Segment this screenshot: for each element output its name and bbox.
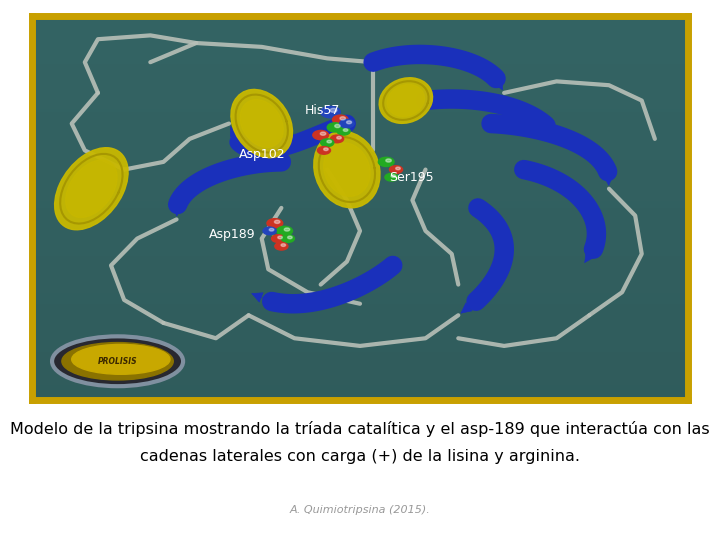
Ellipse shape	[387, 85, 425, 117]
Circle shape	[275, 242, 288, 250]
Ellipse shape	[314, 131, 380, 208]
Circle shape	[278, 236, 282, 239]
Circle shape	[312, 131, 328, 140]
Circle shape	[333, 115, 348, 124]
Circle shape	[330, 135, 343, 143]
Text: Asp102: Asp102	[239, 148, 285, 161]
Ellipse shape	[240, 100, 283, 147]
Circle shape	[346, 121, 351, 124]
Ellipse shape	[66, 160, 117, 218]
Circle shape	[378, 157, 394, 166]
Text: Modelo de la tripsina mostrando la tríada catalítica y el asp-189 que interactúa: Modelo de la tripsina mostrando la tríad…	[10, 421, 710, 437]
Circle shape	[318, 146, 330, 154]
Circle shape	[391, 175, 396, 178]
Circle shape	[320, 106, 341, 118]
Circle shape	[281, 244, 286, 246]
Text: A. Quimiotripsina (2015).: A. Quimiotripsina (2015).	[289, 505, 431, 515]
Circle shape	[282, 235, 294, 242]
Circle shape	[396, 167, 400, 170]
Circle shape	[335, 124, 341, 127]
Circle shape	[320, 139, 334, 146]
Circle shape	[327, 123, 343, 132]
Circle shape	[340, 117, 346, 120]
Circle shape	[276, 226, 292, 235]
Circle shape	[320, 132, 325, 136]
Circle shape	[287, 236, 292, 239]
Circle shape	[327, 140, 331, 143]
Ellipse shape	[52, 336, 183, 386]
Circle shape	[337, 137, 341, 139]
Circle shape	[269, 228, 274, 231]
Text: PROLISIS: PROLISIS	[98, 357, 138, 366]
Circle shape	[284, 228, 289, 231]
Circle shape	[330, 109, 337, 112]
Circle shape	[385, 173, 398, 181]
Circle shape	[271, 235, 284, 242]
Text: Asp189: Asp189	[210, 228, 256, 241]
Ellipse shape	[55, 148, 128, 230]
Text: cadenas laterales con carga (+) de la lisina y arginina.: cadenas laterales con carga (+) de la li…	[140, 449, 580, 464]
Circle shape	[323, 148, 328, 151]
Circle shape	[340, 119, 354, 128]
Circle shape	[274, 220, 280, 224]
Circle shape	[343, 129, 348, 131]
Circle shape	[337, 127, 350, 135]
Circle shape	[386, 159, 391, 162]
Ellipse shape	[72, 345, 170, 374]
Circle shape	[267, 219, 283, 228]
Text: His57: His57	[305, 104, 340, 117]
Ellipse shape	[62, 342, 174, 380]
Text: Ser195: Ser195	[390, 171, 434, 184]
Circle shape	[263, 227, 276, 235]
Ellipse shape	[324, 143, 370, 197]
Ellipse shape	[231, 90, 292, 158]
Ellipse shape	[379, 78, 433, 123]
Circle shape	[390, 166, 402, 173]
